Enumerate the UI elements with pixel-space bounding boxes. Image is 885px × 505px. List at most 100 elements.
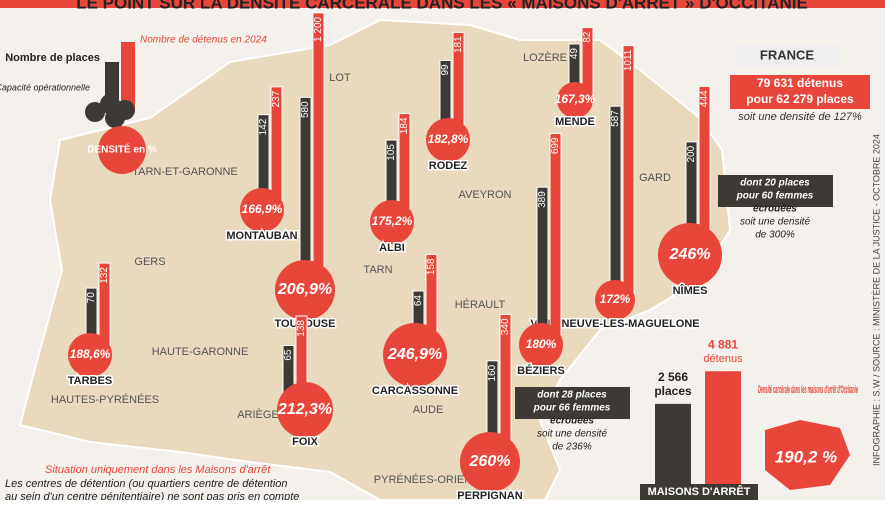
bar-places <box>609 105 622 301</box>
france-box <box>730 75 870 109</box>
footnote: Les centres de détention (ou quartiers c… <box>5 478 288 490</box>
department-label: ARIÈGE <box>237 408 279 421</box>
bar-value: 389 <box>537 191 548 208</box>
department-label: HÉRAULT <box>455 298 506 311</box>
facility-name: CARCASSONNE <box>372 385 458 397</box>
legend-capacity: Capacité opérationnelle <box>0 82 90 92</box>
bar-value: 82 <box>582 31 593 43</box>
legend-detainees: Nombre de détenus en 2024 <box>140 35 267 46</box>
france-title-box <box>735 45 840 67</box>
department-label: HAUTE-GARONNE <box>152 346 249 358</box>
bar-value: 160 <box>487 364 498 381</box>
title-bar <box>0 0 885 8</box>
france-line: soit une densité de 127% <box>738 111 862 123</box>
total-detainees-word: détenus <box>703 353 743 365</box>
bar-detainees <box>622 45 635 301</box>
bar-value: 444 <box>699 90 710 107</box>
density-circle <box>426 118 470 162</box>
density-value: 206,9% <box>277 281 332 298</box>
bar-value: 200 <box>686 145 697 162</box>
facility-name: PERPIGNAN <box>457 490 522 500</box>
density-value: 188,6% <box>70 347 111 361</box>
density-circle <box>557 82 593 118</box>
department-label: TARN-ET-GARONNE <box>132 166 238 178</box>
density-value: 182,8% <box>428 132 469 146</box>
bar-value: 132 <box>99 267 110 284</box>
legend-bar-detainees <box>121 42 135 112</box>
bar-value: 340 <box>500 318 511 335</box>
note-line: soit une densité <box>537 429 607 440</box>
bar-value: 105 <box>386 144 397 161</box>
density-circle <box>595 280 635 320</box>
note-line: de 300% <box>755 230 795 241</box>
france-line: pour 62 279 places <box>746 92 854 106</box>
bar-value: 587 <box>610 110 621 127</box>
facility-name: ALBI <box>379 242 405 254</box>
density-circle <box>383 323 447 387</box>
facility-name: RODEZ <box>429 160 468 172</box>
bar-value: 237 <box>271 90 282 107</box>
facility-name: NÎMES <box>673 284 708 297</box>
department-label: LOZÈRE <box>523 51 567 64</box>
legend-people <box>105 108 125 128</box>
density-circle <box>370 200 414 244</box>
total-bar-detainees <box>705 371 741 490</box>
note-line: dont 20 places <box>740 178 810 189</box>
density-value: 167,3% <box>555 92 596 106</box>
department-label: TARN <box>363 264 392 276</box>
facility-name: MONTAUBAN <box>226 230 297 242</box>
facility-name: BÉZIERS <box>517 364 565 377</box>
note-line: de 236% <box>552 442 592 453</box>
density-circle <box>277 382 333 438</box>
credit: INFOGRAPHIE : S.W / SOURCE : MINISTÈRE D… <box>871 134 881 466</box>
department-label: AUDE <box>413 404 444 416</box>
note-line: soit une densité <box>740 217 810 228</box>
density-value: 246% <box>669 246 711 263</box>
department-label: GARD <box>639 172 671 184</box>
density-value: 172% <box>600 292 631 306</box>
density-circle <box>68 333 112 377</box>
bar-value: 138 <box>296 320 307 337</box>
france-line: 79 631 détenus <box>757 76 843 90</box>
title: LE POINT SUR LA DENSITÉ CARCÉRALE DANS L… <box>76 0 808 12</box>
facility-name: FOIX <box>292 436 318 448</box>
density-value: 260% <box>469 453 511 470</box>
bar-value: 65 <box>283 349 294 361</box>
bar-detainees <box>549 132 562 346</box>
density-value: 166,9% <box>242 202 283 216</box>
density-value: 212,3% <box>277 401 332 418</box>
note-box <box>515 387 630 419</box>
footnote: au sein d'un centre pénitentiaire) ne so… <box>5 491 299 500</box>
footnote-title: Situation uniquement dans les Maisons d'… <box>45 464 271 476</box>
department-label: AVEYRON <box>459 189 512 201</box>
total-density: 190,2 % <box>775 447 837 466</box>
bar-value: 1011 <box>623 49 634 71</box>
department-label: HAUTES-PYRÉNÉES <box>51 393 159 406</box>
note-line: écrouées <box>550 416 594 427</box>
legend-places: Nombre de places <box>5 52 100 64</box>
bar-value: 181 <box>453 36 464 53</box>
total-detainees: 4 881 <box>708 337 738 351</box>
legend-density: DENSITÉ en % <box>87 143 157 156</box>
density-circle <box>240 188 284 232</box>
legend-density <box>98 126 146 174</box>
density-circle <box>275 260 335 320</box>
density-circle <box>658 223 722 287</box>
note-line: pour 66 femmes <box>533 403 611 414</box>
bar-value: 49 <box>569 48 580 60</box>
facility-name: VILLENEUVE-LES-MAGUELONE <box>530 318 699 330</box>
facility-name: TARBES <box>68 375 112 387</box>
bar-value: 699 <box>550 137 561 154</box>
totals-label-box <box>640 484 758 500</box>
bar-value: 1 200 <box>313 16 324 41</box>
department-label: LOT <box>329 72 351 84</box>
note-line: écrouées <box>753 204 797 215</box>
bar-value: 64 <box>413 295 424 307</box>
total-places: 2 566 <box>658 370 688 384</box>
bar-value: 184 <box>399 117 410 134</box>
note-line: pour 60 femmes <box>736 191 814 202</box>
density-value: 246,9% <box>387 346 442 363</box>
total-places-word: places <box>654 384 692 398</box>
density-circle <box>519 323 563 367</box>
density-value: 175,2% <box>372 214 413 228</box>
